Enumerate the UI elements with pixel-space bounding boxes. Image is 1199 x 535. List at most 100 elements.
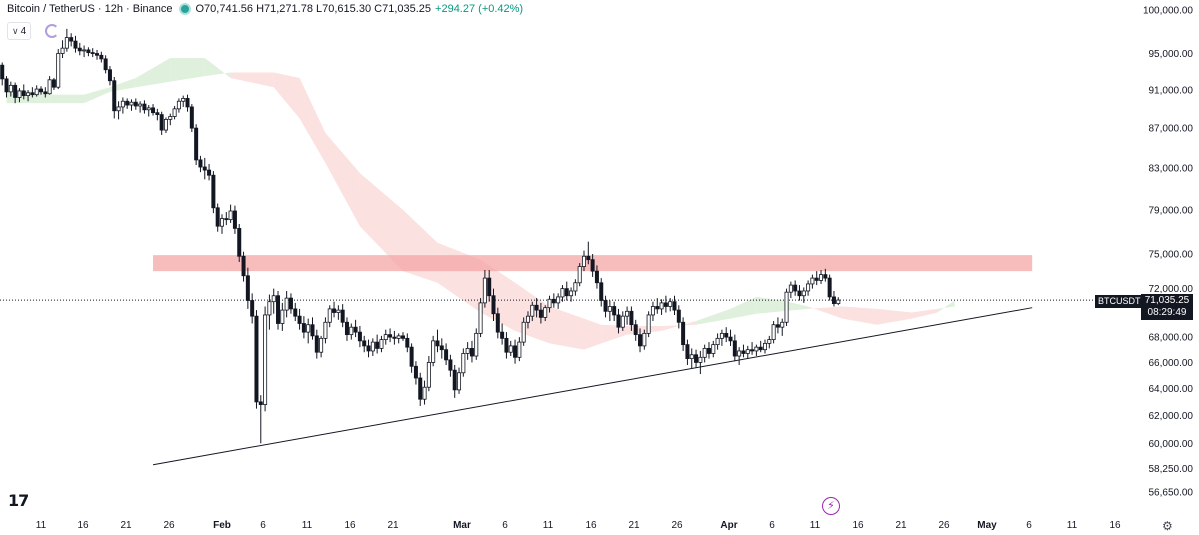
candle-body	[538, 309, 543, 318]
candle-body	[616, 314, 621, 328]
candle-body	[69, 37, 74, 42]
market-status-icon	[178, 3, 191, 15]
candle-body	[383, 334, 388, 341]
lightning-icon[interactable]: ⚡	[822, 497, 840, 515]
candle-body	[474, 332, 479, 357]
candle-body	[125, 100, 130, 106]
candle-body	[633, 324, 638, 336]
candle-body	[116, 106, 121, 112]
cloud-segment	[937, 300, 955, 313]
candle-body	[86, 49, 91, 54]
tradingview-logo[interactable]: 17	[8, 491, 29, 510]
y-tick-label: 68,000.00	[1149, 333, 1194, 344]
candle-body	[375, 341, 380, 349]
candle-body	[284, 297, 289, 311]
candle-body	[676, 309, 681, 323]
cloud-segment	[299, 77, 326, 163]
candle-body	[189, 106, 194, 129]
support-trendline[interactable]	[152, 307, 1033, 466]
candle-body	[426, 362, 431, 388]
candle-body	[245, 275, 250, 301]
indicator-count: 4	[20, 25, 27, 37]
x-tick-label: 21	[628, 520, 640, 531]
candle-body	[728, 336, 733, 342]
candle-body	[771, 324, 776, 341]
candle-body	[43, 91, 48, 95]
candle-body	[444, 349, 449, 361]
candle-body	[745, 349, 750, 354]
indicators-toggle[interactable]: ∨ 4	[7, 22, 32, 40]
candle-body	[202, 166, 207, 171]
candle-body	[357, 331, 362, 342]
candle-body	[405, 337, 410, 348]
cloud-segment	[782, 300, 809, 312]
candle-body	[719, 332, 724, 339]
candle-body	[258, 401, 263, 405]
candle-body	[194, 127, 199, 161]
candle-body	[77, 47, 82, 52]
candle-body	[461, 353, 466, 374]
close-value: C71,035.25	[374, 3, 432, 15]
candle-body	[17, 90, 22, 98]
candle-body	[767, 339, 772, 344]
candle-body	[172, 108, 177, 117]
candle-body	[26, 92, 31, 97]
cloud-segment	[911, 308, 938, 319]
candle-body	[344, 321, 349, 336]
candle-body	[396, 335, 401, 339]
gear-icon[interactable]: ⚙	[1162, 519, 1173, 533]
candle-body	[138, 103, 143, 107]
candle-body	[599, 282, 604, 301]
candle-body	[207, 169, 212, 176]
open-value: O70,741.56	[195, 3, 254, 15]
candle-body	[694, 354, 699, 363]
candle-body	[392, 336, 397, 339]
candle-body	[586, 255, 591, 261]
x-tick-label: 21	[895, 520, 907, 531]
candle-body	[551, 298, 556, 304]
candle-body	[366, 345, 371, 352]
y-tick-label: 79,000.00	[1149, 205, 1194, 216]
candle-body	[250, 300, 255, 317]
time-axis[interactable]: 11 16 21 26 Feb 6 11 16 21 Mar 6 11 16 21 26 Apr 6 11 16 21…	[36, 520, 1121, 531]
x-tick-label: May	[977, 520, 997, 531]
cloud-segment	[230, 72, 274, 88]
candle-body	[629, 310, 634, 326]
y-tick-label: 83,000.00	[1149, 164, 1194, 175]
y-tick-label: 95,000.00	[1149, 49, 1194, 60]
candle-body	[99, 54, 104, 60]
candle-body	[370, 341, 375, 352]
candle-body	[689, 354, 694, 359]
x-tick-label: 21	[120, 520, 132, 531]
y-tick-label: 91,000.00	[1149, 85, 1194, 96]
candle-body	[655, 306, 660, 310]
candle-body	[112, 80, 117, 112]
candle-body	[232, 210, 237, 229]
candle-body	[39, 88, 44, 93]
candle-body	[293, 308, 298, 317]
candle-body	[521, 321, 526, 343]
x-tick-label: 16	[1109, 520, 1121, 531]
candle-body	[543, 307, 548, 318]
candle-body	[142, 103, 147, 111]
candle-body	[642, 332, 647, 347]
candle-body	[517, 341, 522, 358]
candle-body	[582, 255, 587, 267]
price-axis[interactable]: 100,000.00 95,000.00 91,000.00 87,000.00 83,…	[1140, 0, 1199, 535]
candle-body	[612, 306, 617, 316]
candle-body	[646, 314, 651, 334]
y-tick-label: 64,000.00	[1149, 384, 1194, 395]
candle-body	[448, 359, 453, 371]
symbol-title[interactable]: Bitcoin / TetherUS · 12h · Binance	[7, 3, 173, 15]
candle-body	[831, 296, 836, 304]
candle-body	[73, 40, 78, 49]
candle-body	[301, 323, 306, 333]
cloud-segment	[325, 133, 360, 227]
candle-body	[569, 290, 574, 297]
candle-body	[780, 321, 785, 328]
x-tick-label: 6	[769, 520, 775, 531]
candle-body	[133, 101, 138, 107]
candle-body	[263, 314, 268, 405]
candle-body	[465, 348, 470, 354]
